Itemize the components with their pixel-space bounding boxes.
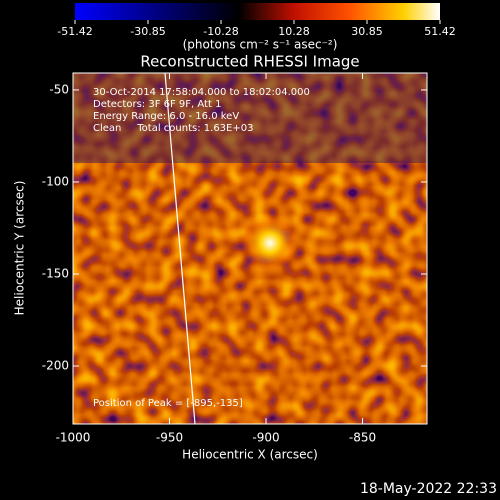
colorbar-tick-label: 51.42 [424,25,456,38]
plot-frame [72,72,428,425]
y-tick-label: -200 [42,359,69,373]
colorbar-tick-label: -30.85 [130,25,165,38]
annotation: 30-Oct-2014 17:58:04.000 to 18:02:04.000 [93,87,310,98]
colorbar-tick-label: 30.85 [351,25,383,38]
colorbar-tick-label: -10.28 [203,25,238,38]
solar-limb [164,73,196,424]
shade [73,73,427,163]
annotation: Clean Total counts: 1.63E+03 [93,123,253,134]
image [73,73,427,424]
x-tick-label: -1000 [56,431,91,445]
colorbar-tick-label: -51.42 [57,25,92,38]
x-axis-label: Heliocentric X (arcsec) [182,448,318,462]
x-tick-label: -950 [156,431,183,445]
y-axis-label: Heliocentric Y (arcsec) [13,181,27,316]
annotation: Energy Range: 6.0 - 16.0 keV [93,111,239,122]
y-tick-label: -50 [49,82,69,96]
annotation: Position of Peak = [-895,-135] [93,398,243,409]
annotation: Detectors: 3F 6F 9F, Att 1 [93,99,221,110]
x-tick-label: -900 [252,431,279,445]
colorbar [75,3,440,20]
y-tick-label: -100 [42,174,69,188]
colorbar-tick-label: 10.28 [278,25,310,38]
x-tick-label: -850 [349,431,376,445]
y-tick-label: -150 [42,266,69,280]
chart-title: Reconstructed RHESSI Image [140,53,359,71]
timestamp: 18-May-2022 22:33 [360,481,497,497]
peak [242,215,298,271]
colorbar-label: (photons cm⁻² s⁻¹ asec⁻²) [183,38,338,52]
